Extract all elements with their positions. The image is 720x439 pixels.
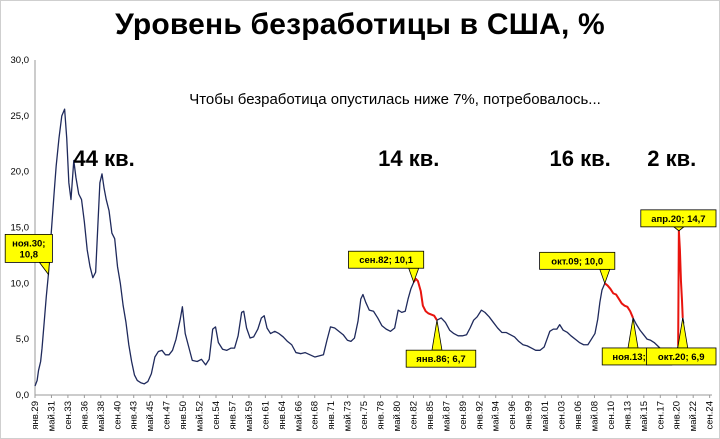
callout-box	[405, 349, 477, 368]
y-tick-label: 10,0	[11, 278, 30, 289]
x-tick-label: янв.20	[672, 401, 683, 430]
duration-label: 44 кв.	[73, 146, 134, 171]
callout-label: ноя.30;	[12, 238, 45, 249]
x-tick-label: янв.71	[326, 401, 337, 430]
duration-label: 2 кв.	[647, 146, 696, 171]
series-line	[412, 277, 438, 321]
x-tick-label: май.38	[96, 401, 107, 431]
x-tick-label: май.01	[540, 401, 551, 431]
x-tick-label: янв.57	[227, 401, 238, 430]
x-tick-label: сен.54	[211, 401, 222, 430]
series-line	[34, 108, 415, 387]
x-tick-label: май.59	[244, 401, 255, 431]
callout-pointer	[627, 317, 639, 349]
x-tick-label: янв.92	[474, 401, 485, 430]
x-tick-label: сен.03	[557, 401, 568, 430]
x-tick-label: сен.89	[458, 401, 469, 430]
callout-label: 10,8	[20, 249, 39, 260]
x-tick-label: май.52	[195, 401, 206, 431]
callout-label: окт.09; 10,0	[551, 256, 603, 267]
callout-label: янв.86; 6,7	[416, 354, 465, 365]
value-callouts: ноя.30;10,8 сен.82; 10,1 янв.86; 6,7 окт.09…	[4, 209, 717, 368]
x-tick-label: янв.13	[622, 401, 633, 430]
callout-label: апр.20; 14,7	[651, 214, 705, 225]
callout-label: окт.20; 6,9	[658, 352, 705, 363]
x-tick-label: май.66	[293, 401, 304, 431]
x-tick-label: сен.61	[260, 401, 271, 430]
chart-title: Уровень безработицы в США, %	[115, 8, 605, 41]
x-tick-label: янв.43	[129, 401, 140, 430]
x-tick-label: май.08	[589, 401, 600, 431]
x-tick-label: янв.64	[277, 401, 288, 430]
x-tick-label: май.31	[46, 401, 57, 431]
duration-label: 16 кв.	[550, 146, 611, 171]
duration-label: 14 кв.	[378, 146, 439, 171]
x-tick-label: сен.10	[606, 401, 617, 430]
callout-box	[348, 250, 425, 269]
x-tick-label: янв.06	[573, 401, 584, 430]
x-tick-label: янв.29	[30, 401, 41, 430]
x-tick-label: янв.99	[524, 401, 535, 430]
callout-box	[4, 233, 53, 263]
x-tick-label: сен.17	[655, 401, 666, 430]
y-tick-label: 30,0	[11, 55, 30, 66]
callout-pointer	[38, 261, 50, 276]
x-tick-label: янв.36	[79, 401, 90, 430]
x-tick-label: сен.96	[507, 401, 518, 430]
chart-subtitle: Чтобы безработица опустилась ниже 7%, по…	[189, 91, 601, 108]
x-tick-label: май.80	[392, 401, 403, 431]
callout-pointer	[431, 320, 443, 351]
x-tick-label: май.15	[639, 401, 650, 431]
x-tick-label: сен.75	[359, 401, 370, 430]
callout-box	[539, 251, 616, 270]
x-tick-label: янв.78	[376, 401, 387, 430]
y-tick-labels: 0,0 5,0 10,0 15,0 20,0 25,0 30,0	[11, 55, 30, 401]
series-line	[436, 283, 606, 351]
x-tick-label: май.22	[688, 401, 699, 431]
x-tick-label: май.94	[491, 401, 502, 431]
x-tick-label: май.73	[343, 401, 354, 431]
callout-label: ноя.13; 6,9	[612, 352, 661, 363]
series-line	[604, 282, 634, 319]
x-tick-label: сен.47	[162, 401, 173, 430]
x-tick-label: сен.68	[310, 401, 321, 430]
callout-pointer	[672, 226, 685, 232]
callout-box	[646, 347, 717, 366]
x-tick-label: сен.40	[112, 401, 123, 430]
x-tick-label: май.45	[145, 401, 156, 431]
x-tick-label: сен.24	[705, 401, 716, 430]
y-tick-label: 15,0	[11, 223, 30, 234]
y-tick-label: 25,0	[11, 111, 30, 122]
x-tick-label: янв.50	[178, 401, 189, 430]
callout-pointer	[599, 268, 611, 285]
y-tick-label: 5,0	[16, 334, 29, 345]
callout-label: сен.82; 10,1	[359, 255, 414, 266]
x-tick-labels: янв.29 май.31 сен.33 янв.36 май.38 сен.40 янв.…	[30, 395, 716, 431]
x-tick-label: сен.82	[408, 401, 419, 430]
x-tick-label: май.87	[441, 401, 452, 431]
y-tick-label: 0,0	[16, 390, 29, 401]
x-tick-label: янв.85	[425, 401, 436, 430]
callout-box	[640, 209, 717, 228]
y-tick-label: 20,0	[11, 167, 30, 178]
x-tick-label: сен.33	[63, 401, 74, 430]
duration-annotations: 44 кв. 14 кв. 16 кв. 2 кв.	[73, 146, 696, 171]
series-line	[677, 229, 684, 346]
